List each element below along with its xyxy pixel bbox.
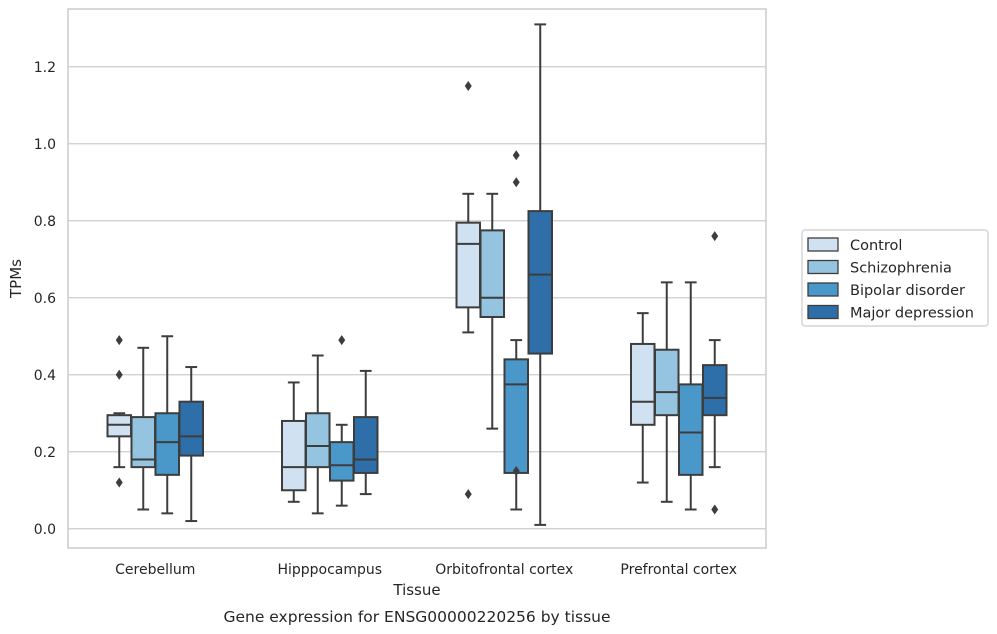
- box-2-1: [479, 192, 506, 430]
- x-tick-label: Prefrontal cortex: [620, 562, 737, 578]
- box-0-3: [178, 366, 204, 523]
- outlier-point: [711, 231, 719, 242]
- box-iqr: [304, 412, 331, 469]
- outlier-point: [115, 369, 123, 380]
- box-iqr: [527, 210, 553, 355]
- y-tick-label: 0.6: [34, 291, 56, 307]
- box-iqr: [154, 412, 181, 476]
- box-iqr: [281, 419, 307, 492]
- y-tick-label: 0.2: [34, 445, 56, 461]
- box-iqr: [328, 441, 355, 482]
- box-3-2: [677, 281, 704, 511]
- legend-entry-label: Control: [850, 238, 902, 254]
- box-1-2: [328, 335, 355, 507]
- box-iqr: [677, 383, 704, 476]
- legend-frame: [801, 229, 989, 327]
- legend-entry-label: Schizophrenia: [850, 261, 952, 277]
- outlier-point: [512, 466, 520, 476]
- x-tick-label: Orbitofrontal cortex: [435, 562, 573, 578]
- outlier-point: [711, 504, 719, 515]
- x-axis-label: Tissue: [392, 581, 440, 599]
- box-2-2: [503, 150, 530, 511]
- box-iqr: [630, 342, 656, 426]
- box-1-1: [304, 354, 331, 515]
- box-1-3: [352, 369, 379, 496]
- y-tick-label: 1.2: [34, 60, 56, 76]
- box-3-3: [701, 231, 728, 515]
- legend-swatch: [807, 304, 839, 320]
- outlier-point: [464, 81, 472, 91]
- box-iqr: [701, 364, 728, 417]
- y-tick-label: 0.8: [34, 214, 56, 230]
- legend-entry-label: Bipolar disorder: [850, 283, 965, 299]
- box-0-1: [130, 346, 157, 511]
- y-tick-label: 0.4: [34, 368, 56, 384]
- box-0-0: [106, 335, 133, 488]
- box-iqr: [479, 229, 506, 318]
- x-tick-label: Hipppocampus: [277, 562, 382, 578]
- box-iqr: [178, 400, 204, 457]
- box-1-0: [281, 381, 307, 503]
- outlier-point: [512, 177, 520, 188]
- y-tick-label: 0.0: [34, 522, 56, 538]
- box-plot-marks: [106, 23, 728, 526]
- y-axis-ticks: 0.0 0.2 0.4 0.6 0.8 1.0 1.2: [34, 60, 56, 538]
- outlier-point: [512, 150, 520, 161]
- plot-frame: [67, 8, 767, 549]
- legend-entry-label: Major depression: [850, 306, 974, 322]
- y-tick-label: 1.0: [34, 137, 56, 153]
- outlier-point: [338, 335, 346, 346]
- box-3-0: [630, 312, 656, 484]
- box-iqr: [653, 348, 680, 417]
- legend-swatch: [807, 259, 839, 275]
- outlier-point: [464, 489, 472, 500]
- box-0-2: [154, 335, 181, 515]
- box-2-3: [527, 23, 553, 526]
- y-axis-label: TPMs: [7, 259, 25, 299]
- legend-swatch: [807, 282, 839, 297]
- box-iqr: [503, 358, 530, 474]
- box-iqr: [455, 221, 482, 309]
- outlier-point: [115, 335, 123, 346]
- box-3-1: [653, 281, 680, 503]
- x-axis-ticks: Cerebellum Hipppocampus Orbitofrontal cort…: [115, 562, 737, 578]
- outlier-point: [115, 477, 123, 488]
- legend: Control Schizophrenia Bipolar disorder Majo…: [801, 229, 989, 327]
- chart-caption: Gene expression for ENSG00000220256 by t…: [223, 608, 610, 626]
- x-tick-label: Cerebellum: [115, 562, 195, 578]
- legend-swatch: [807, 237, 839, 252]
- box-iqr: [352, 416, 379, 474]
